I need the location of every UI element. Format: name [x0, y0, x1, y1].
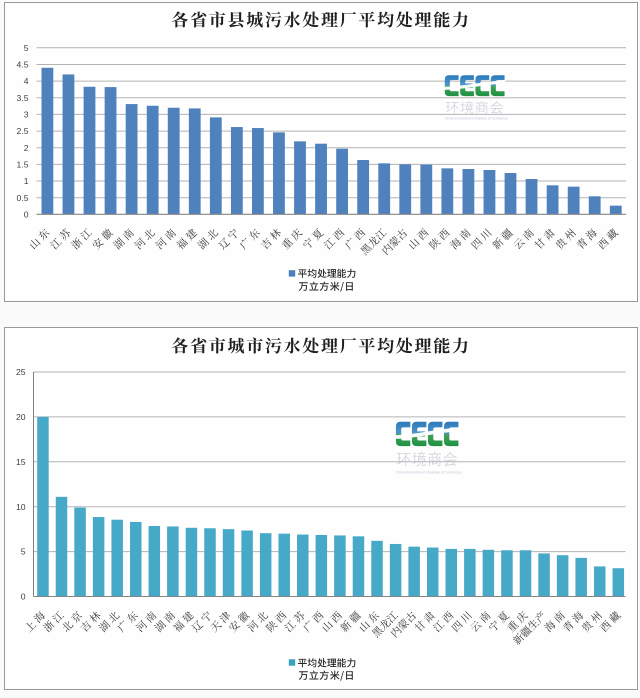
- svg-text:平均处理能力: 平均处理能力: [298, 655, 357, 669]
- svg-text:3: 3: [24, 110, 29, 120]
- svg-text:2: 2: [24, 143, 29, 153]
- svg-text:万立方米/日: 万立方米/日: [299, 278, 355, 293]
- svg-text:0: 0: [21, 592, 26, 602]
- svg-text:5: 5: [21, 547, 26, 557]
- svg-text:环境商会: 环境商会: [396, 447, 458, 470]
- svg-text:0.5: 0.5: [17, 193, 29, 203]
- svg-text:万立方米/日: 万立方米/日: [299, 667, 355, 682]
- svg-text:各省市城市污水处理厂平均处理能力: 各省市城市污水处理厂平均处理能力: [171, 332, 470, 357]
- svg-text:5: 5: [24, 43, 29, 53]
- svg-text:平均处理能力: 平均处理能力: [298, 266, 357, 280]
- svg-text:环境商会: 环境商会: [445, 97, 504, 117]
- svg-text:20: 20: [16, 412, 26, 422]
- svg-text:10: 10: [16, 502, 26, 512]
- svg-text:15: 15: [16, 457, 26, 467]
- svg-text:2.5: 2.5: [17, 126, 29, 136]
- svg-text:1.5: 1.5: [17, 160, 29, 170]
- svg-text:各省市县城污水处理厂平均处理能力: 各省市县城污水处理厂平均处理能力: [171, 6, 470, 31]
- svg-text:4.5: 4.5: [17, 60, 29, 70]
- svg-text:4: 4: [24, 76, 29, 86]
- svg-text:0: 0: [24, 209, 29, 219]
- svg-text:25: 25: [16, 367, 26, 377]
- svg-text:3.5: 3.5: [17, 93, 29, 103]
- svg-text:China Environment Chamber of C: China Environment Chamber of Commerce: [396, 470, 462, 474]
- svg-text:1: 1: [24, 176, 29, 186]
- svg-text:China Environment Chamber of C: China Environment Chamber of Commerce: [445, 117, 508, 121]
